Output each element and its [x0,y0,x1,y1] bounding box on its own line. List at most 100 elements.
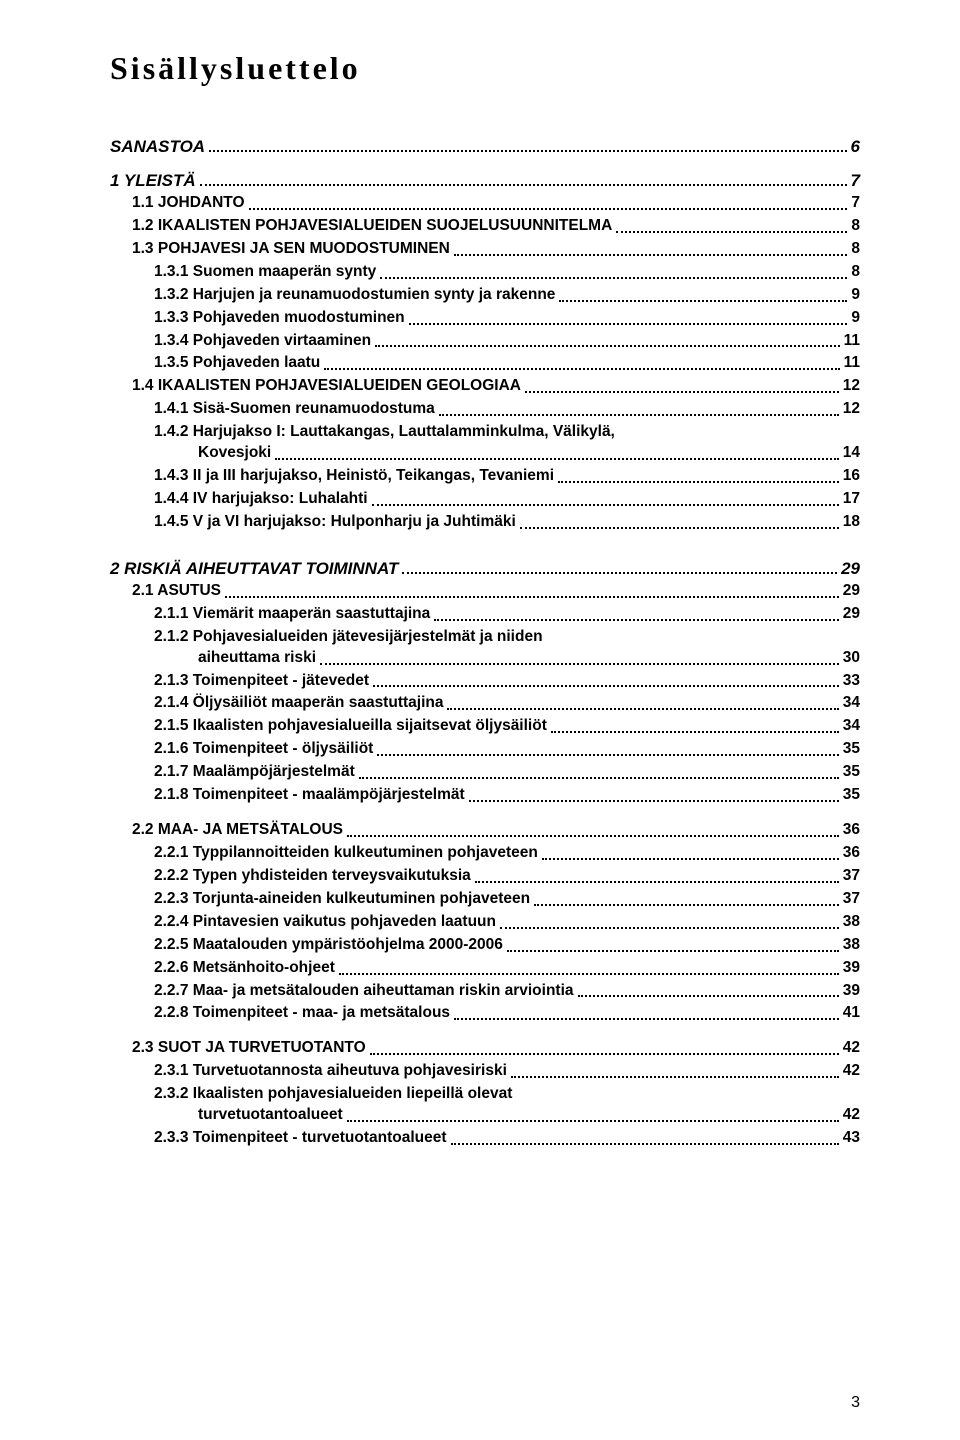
toc-label: 2.3.2 Ikaalisten pohjavesialueiden liepe… [154,1084,512,1105]
toc-label: 1.1 JOHDANTO [132,193,245,214]
toc-leader [451,1128,839,1145]
toc-leader [372,489,839,506]
toc-leader [454,239,848,256]
toc-level3: 2.1.3 Toimenpiteet - jätevedet 33 [154,671,860,692]
toc-leader [447,693,838,710]
toc-level3: 2.2.8 Toimenpiteet - maa- ja metsätalous… [154,1003,860,1024]
toc-level3: 2.3.2 Ikaalisten pohjavesialueiden liepe… [154,1084,860,1105]
toc-page: 36 [843,843,860,864]
toc-leader [500,912,839,929]
toc-page: 12 [843,399,860,420]
toc-page: 11 [844,353,860,374]
toc-level3: 2.2.4 Pintavesien vaikutus pohjaveden la… [154,912,860,933]
toc-leader [475,866,839,883]
toc-label: 2.2.5 Maatalouden ympäristöohjelma 2000-… [154,935,503,956]
toc-level3: 1.3.3 Pohjaveden muodostuminen 9 [154,308,860,329]
toc-level3: 2.1.8 Toimenpiteet - maalämpöjärjestelmä… [154,785,860,806]
toc-label: 1.3.3 Pohjaveden muodostuminen [154,308,405,329]
toc-leader [320,648,839,665]
toc-page: 39 [843,958,860,979]
toc-page: 29 [843,604,860,625]
toc-page: 43 [843,1128,860,1149]
section-gap [110,533,860,545]
toc-label: 1.4.5 V ja VI harjujakso: Hulponharju ja… [154,512,516,533]
toc-label: 2.3.3 Toimenpiteet - turvetuotantoalueet [154,1128,447,1149]
toc-level3: 2.2.6 Metsänhoito-ohjeet 39 [154,958,860,979]
toc-leader [200,171,847,186]
toc-label: 2.2 MAA- JA METSÄTALOUS [132,820,343,841]
toc-page: 38 [843,912,860,933]
toc-label: 2.2.1 Typpilannoitteiden kulkeutuminen p… [154,843,538,864]
toc-leader [439,399,839,416]
toc-level3: 2.3.3 Toimenpiteet - turvetuotantoalueet… [154,1128,860,1149]
toc-label: 2.2.4 Pintavesien vaikutus pohjaveden la… [154,912,496,933]
toc-level3: 1.4.4 IV harjujakso: Luhalahti17 [154,489,860,510]
toc-page: 39 [843,981,860,1002]
toc-leader [525,376,839,393]
toc-leader [520,512,839,529]
toc-label: 1.4.2 Harjujakso I: Lauttakangas, Lautta… [154,422,615,443]
toc-page: 18 [843,512,860,533]
toc-page: 7 [851,171,860,191]
toc-page: 7 [851,193,860,214]
document-page: Sisällysluettelo SANASTOA61 YLEISTÄ71.1 … [0,0,960,1440]
toc-label: 2.3.1 Turvetuotannosta aiheutuva pohjave… [154,1061,507,1082]
toc-label: 1.3.4 Pohjaveden virtaaminen [154,331,371,352]
toc-page: 35 [843,762,860,783]
toc-label: 1.3.5 Pohjaveden laatu [154,353,320,374]
toc-level2: 1.3 POHJAVESI JA SEN MUODOSTUMINEN 8 [132,239,860,260]
toc-label: 2.2.6 Metsänhoito-ohjeet [154,958,335,979]
toc-leader [209,137,846,152]
toc-label: 2.1.5 Ikaalisten pohjavesialueilla sijai… [154,716,547,737]
toc-level3: 2.3.1 Turvetuotannosta aiheutuva pohjave… [154,1061,860,1082]
toc-label: 2.3 SUOT JA TURVETUOTANTO [132,1038,366,1059]
toc-level3-continuation: aiheuttama riski30 [198,648,860,669]
toc-page: 33 [843,671,860,692]
toc-page: 9 [851,308,860,329]
toc-leader [454,1003,839,1020]
toc-label: 2.1.3 Toimenpiteet - jätevedet [154,671,369,692]
toc-label: 1.3.2 Harjujen ja reunamuodostumien synt… [154,285,555,306]
toc-leader [339,958,839,975]
toc-level3: 2.1.5 Ikaalisten pohjavesialueilla sijai… [154,716,860,737]
toc-leader [249,193,848,210]
toc-level3: 2.2.1 Typpilannoitteiden kulkeutuminen p… [154,843,860,864]
toc-page: 35 [843,739,860,760]
section-gap [110,1024,860,1036]
toc-leader [373,671,839,688]
toc-level3: 2.1.7 Maalämpöjärjestelmät35 [154,762,860,783]
toc-leader [507,935,839,952]
toc-leader [559,285,847,302]
toc-page: 38 [843,935,860,956]
toc-level3: 2.2.3 Torjunta-aineiden kulkeutuminen po… [154,889,860,910]
toc-leader [377,739,838,756]
toc-page: 35 [843,785,860,806]
toc-leader [359,762,839,779]
toc-label: 2.1.1 Viemärit maaperän saastuttajina [154,604,430,625]
toc-page: 17 [843,489,860,510]
toc-label: 1.3 POHJAVESI JA SEN MUODOSTUMINEN [132,239,450,260]
toc-label: Kovesjoki [198,443,271,464]
toc-leader [469,785,839,802]
toc-level3: 2.2.7 Maa- ja metsätalouden aiheuttaman … [154,981,860,1002]
toc-level2: 2.1 ASUTUS29 [132,581,860,602]
toc-page: 14 [843,443,860,464]
toc-page: 34 [843,716,860,737]
toc-level3-continuation: turvetuotantoalueet42 [198,1105,860,1126]
toc-label: 1 YLEISTÄ [110,171,196,191]
toc-label: aiheuttama riski [198,648,316,669]
toc-label: 2 RISKIÄ AIHEUTTAVAT TOIMINNAT [110,559,398,579]
toc-label: 1.4.3 II ja III harjujakso, Heinistö, Te… [154,466,554,487]
toc-leader [324,353,839,370]
toc-page: 8 [851,239,860,260]
toc-level3: 2.1.1 Viemärit maaperän saastuttajina 29 [154,604,860,625]
toc-page: 41 [843,1003,860,1024]
toc-leader [380,262,847,279]
toc-leader [347,1105,839,1122]
toc-page: 42 [843,1061,860,1082]
toc-level3: 1.4.3 II ja III harjujakso, Heinistö, Te… [154,466,860,487]
toc-page: 16 [843,466,860,487]
toc-label: 2.2.2 Typen yhdisteiden terveysvaikutuks… [154,866,471,887]
toc-label: 2.1.4 Öljysäiliöt maaperän saastuttajina [154,693,443,714]
toc-level3: 2.1.6 Toimenpiteet - öljysäiliöt35 [154,739,860,760]
